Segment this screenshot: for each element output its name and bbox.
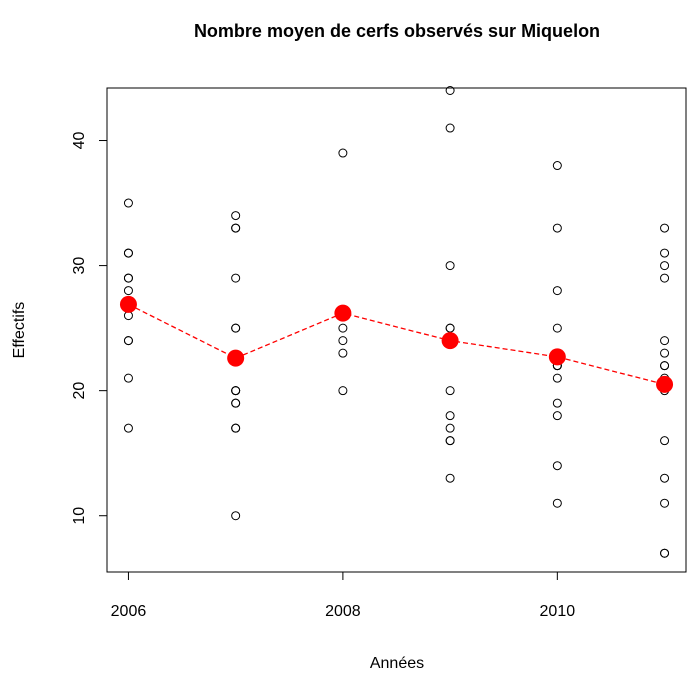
mean-point (334, 304, 352, 322)
data-point (552, 498, 562, 508)
mean-point (548, 348, 566, 366)
data-point (660, 548, 670, 558)
data-point (123, 423, 133, 433)
data-point (552, 398, 562, 408)
data-point (660, 498, 670, 508)
y-tick-label: 30 (71, 257, 88, 275)
x-tick-label: 2006 (111, 603, 147, 620)
x-tick-label: 2010 (540, 603, 576, 620)
y-axis-label: Effectifs (11, 302, 28, 359)
data-point (231, 223, 241, 233)
data-point (660, 361, 670, 371)
data-point (660, 336, 670, 346)
mean-point (227, 349, 245, 367)
data-point (123, 248, 133, 258)
data-point (552, 411, 562, 421)
plot-frame (106, 87, 687, 573)
data-point (123, 336, 133, 346)
data-point (338, 336, 348, 346)
x-tick-label: 2008 (325, 603, 361, 620)
data-point (660, 223, 670, 233)
data-point (660, 348, 670, 358)
data-point (552, 161, 562, 171)
y-tick-label: 20 (71, 382, 88, 400)
data-point (123, 286, 133, 296)
data-point (660, 261, 670, 271)
data-point (231, 398, 241, 408)
data-point (445, 323, 455, 333)
data-point (123, 373, 133, 383)
data-point (338, 386, 348, 396)
data-point (445, 436, 455, 446)
data-point (552, 461, 562, 471)
data-point (445, 386, 455, 396)
data-point (552, 286, 562, 296)
x-axis-label: Années (370, 655, 424, 672)
data-point (123, 198, 133, 208)
data-point (338, 348, 348, 358)
y-tick-label: 10 (71, 507, 88, 525)
mean-point (441, 332, 459, 350)
data-point (445, 473, 455, 483)
data-point (445, 261, 455, 271)
data-point (231, 273, 241, 283)
data-point (660, 473, 670, 483)
data-point (338, 148, 348, 158)
mean-point (656, 375, 674, 393)
data-point (552, 373, 562, 383)
data-point (445, 411, 455, 421)
data-point (123, 273, 133, 283)
mean-point (119, 295, 137, 313)
chart-title: Nombre moyen de cerfs observés sur Mique… (194, 21, 600, 41)
data-point (552, 323, 562, 333)
data-point (231, 323, 241, 333)
data-point (660, 248, 670, 258)
data-point (552, 223, 562, 233)
data-point (660, 436, 670, 446)
data-point (445, 423, 455, 433)
data-point (231, 211, 241, 221)
mean-line (128, 303, 665, 386)
data-point (338, 323, 348, 333)
y-tick-label: 40 (71, 132, 88, 150)
data-point (445, 123, 455, 133)
data-point (231, 386, 241, 396)
data-point (231, 511, 241, 521)
data-point (445, 86, 455, 96)
data-point (660, 273, 670, 283)
data-point (231, 423, 241, 433)
